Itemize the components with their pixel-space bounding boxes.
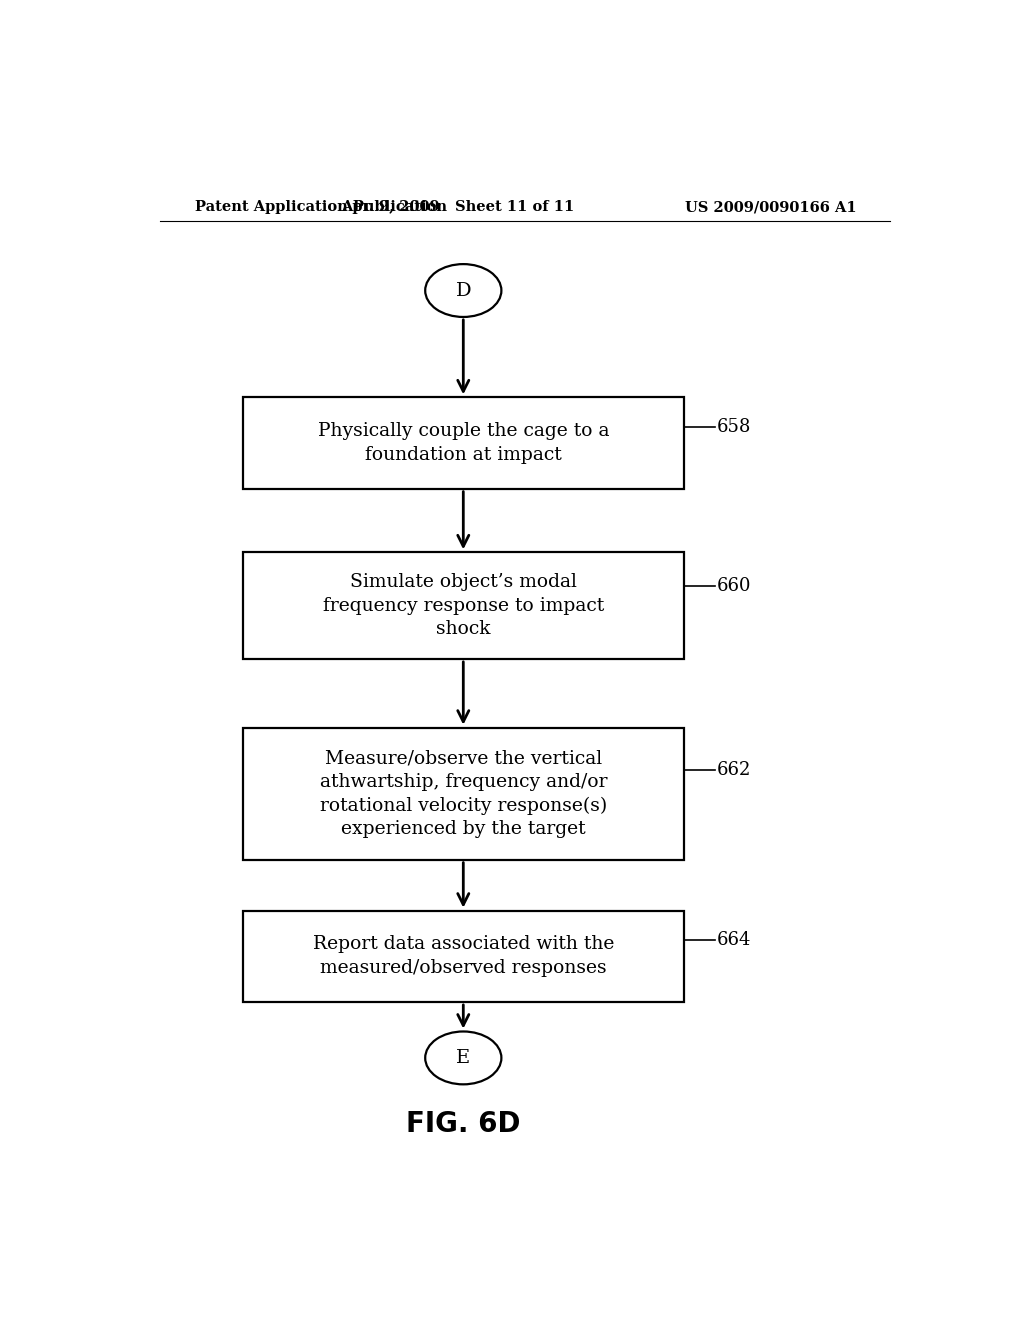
Text: 658: 658 <box>717 417 752 436</box>
Text: Apr. 9, 2009   Sheet 11 of 11: Apr. 9, 2009 Sheet 11 of 11 <box>341 201 574 214</box>
Ellipse shape <box>425 1031 502 1084</box>
Text: Measure/observe the vertical
athwartship, frequency and/or
rotational velocity r: Measure/observe the vertical athwartship… <box>319 748 607 838</box>
Text: FIG. 6D: FIG. 6D <box>407 1110 520 1138</box>
Text: D: D <box>456 281 471 300</box>
Text: 662: 662 <box>717 760 752 779</box>
FancyBboxPatch shape <box>243 397 684 488</box>
Ellipse shape <box>425 264 502 317</box>
Text: Report data associated with the
measured/observed responses: Report data associated with the measured… <box>312 936 614 977</box>
Text: Physically couple the cage to a
foundation at impact: Physically couple the cage to a foundati… <box>317 422 609 463</box>
FancyBboxPatch shape <box>243 911 684 1002</box>
Text: US 2009/0090166 A1: US 2009/0090166 A1 <box>685 201 857 214</box>
Text: Patent Application Publication: Patent Application Publication <box>196 201 447 214</box>
FancyBboxPatch shape <box>243 552 684 659</box>
Text: E: E <box>457 1049 470 1067</box>
Text: 664: 664 <box>717 931 752 949</box>
Text: 660: 660 <box>717 577 752 595</box>
Text: Simulate object’s modal
frequency response to impact
shock: Simulate object’s modal frequency respon… <box>323 573 604 638</box>
FancyBboxPatch shape <box>243 727 684 859</box>
